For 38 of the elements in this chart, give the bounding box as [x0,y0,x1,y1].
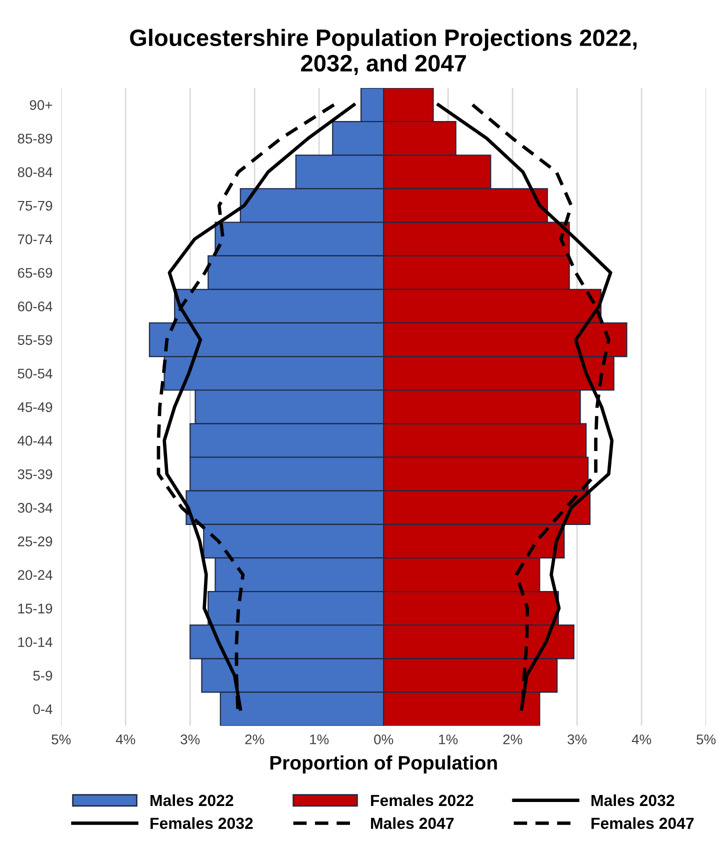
x-tick-label: 0% [374,734,394,744]
x-tick-label: 2% [503,734,522,744]
y-tick-label: 85-89 [18,134,52,144]
x-tick-label: 2% [245,734,264,744]
y-tick-label: 45-49 [18,402,52,412]
x-tick-label: 1% [439,734,458,744]
y-tick-label: 15-19 [18,604,52,614]
y-tick-label: 40-44 [18,436,52,446]
y-tick-label: 0-4 [33,704,52,714]
x-tick-label: 1% [310,734,329,744]
x-tick-label: 3% [568,734,587,744]
y-tick-label: 25-29 [18,536,52,546]
x-tick-label: 5% [696,734,716,744]
legend-label: Males 2032 [592,794,674,806]
y-tick-label: 30-34 [18,502,52,513]
x-tick-label: 5% [52,734,71,744]
x-tick-label: 4% [632,734,652,744]
legend-label: Females 2032 [150,817,253,829]
y-tick-label: 5-9 [33,670,52,681]
chart-title: Gloucestershire Population Projections 2022, 2032, and 2047 [130,28,637,76]
legend-label: Females 2022 [371,794,474,806]
y-tick-label: 80-84 [18,167,52,178]
y-tick-label: 20-24 [18,570,52,580]
legend-label: Males 2047 [371,817,454,829]
y-tick-label: 50-54 [18,368,52,379]
y-tick-label: 75-79 [18,200,52,211]
y-tick-label: 60-64 [18,302,52,312]
legend-label: Males 2022 [150,794,234,806]
y-tick-label: 65-69 [18,268,52,278]
y-tick-label: 55-59 [18,335,52,345]
y-tick-label: 10-14 [18,637,52,648]
y-tick-label: 90+ [30,100,52,110]
y-tick-label: 35-39 [18,469,52,480]
x-tick-label: 3% [180,734,200,744]
x-axis-title: Proportion of Population [270,755,497,774]
legend-label: Females 2047 [592,817,694,829]
x-tick-label: 4% [116,734,136,744]
y-tick-label: 70-74 [18,234,52,244]
